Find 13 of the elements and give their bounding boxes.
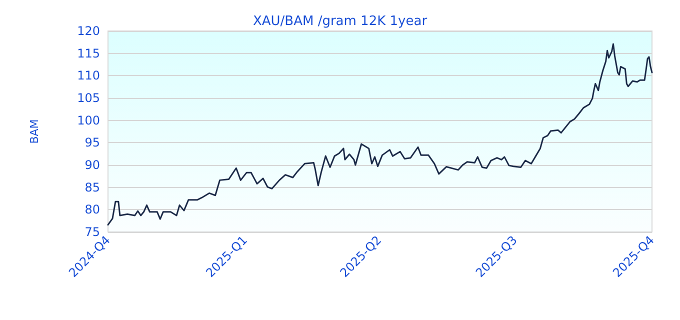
y-tick-label: 90 <box>84 158 100 172</box>
y-tick-label: 105 <box>77 91 100 105</box>
chart-title: XAU/BAM /gram 12K 1year <box>252 14 428 29</box>
y-tick-label: 110 <box>77 68 100 83</box>
y-tick-label: 95 <box>84 136 100 150</box>
y-tick-label: 115 <box>77 46 100 60</box>
y-tick-label: 80 <box>84 202 100 217</box>
line-series <box>107 43 653 226</box>
y-tick-label: 120 <box>77 24 100 38</box>
y-tick-label: 100 <box>77 113 100 128</box>
y-tick-label: 75 <box>84 225 100 239</box>
y-tick-label: 85 <box>84 180 100 194</box>
y-axis-title: BAM <box>28 119 41 144</box>
